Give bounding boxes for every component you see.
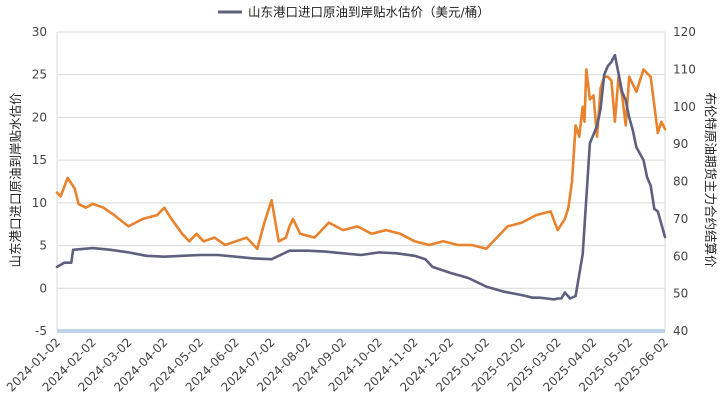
right-tick-label: 110 bbox=[673, 62, 696, 76]
right-tick-label: 40 bbox=[673, 324, 688, 338]
right-axis-label: 布伦特原油期货主力合约结算价 bbox=[703, 92, 718, 268]
series-line-premium bbox=[55, 53, 667, 301]
series-line-brent bbox=[55, 68, 667, 251]
legend: 山东港口进口原油到岸贴水估价（美元/桶） bbox=[218, 5, 490, 20]
legend-entry: 山东港口进口原油到岸贴水估价（美元/桶） bbox=[248, 5, 490, 20]
right-tick-label: 90 bbox=[673, 137, 688, 151]
left-tick-label: 20 bbox=[32, 110, 47, 124]
right-tick-label: 80 bbox=[673, 175, 688, 189]
left-axis-label: 山东港口进口原油到岸贴水估价 bbox=[8, 92, 23, 268]
left-tick-label: 15 bbox=[32, 153, 47, 167]
grid-lines bbox=[57, 31, 665, 333]
left-tick-label: 25 bbox=[32, 68, 47, 82]
series-lines bbox=[55, 53, 667, 301]
right-tick-label: 60 bbox=[673, 249, 688, 263]
left-tick-label: 0 bbox=[39, 281, 47, 295]
left-tick-label: 5 bbox=[39, 239, 47, 253]
right-tick-label: 100 bbox=[673, 100, 696, 114]
right-tick-label: 70 bbox=[673, 212, 688, 226]
left-tick-label: 10 bbox=[32, 196, 47, 210]
left-tick-label: -5 bbox=[35, 324, 47, 338]
left-tick-label: 30 bbox=[32, 25, 47, 39]
right-tick-label: 120 bbox=[673, 25, 696, 39]
right-tick-label: 50 bbox=[673, 287, 688, 301]
